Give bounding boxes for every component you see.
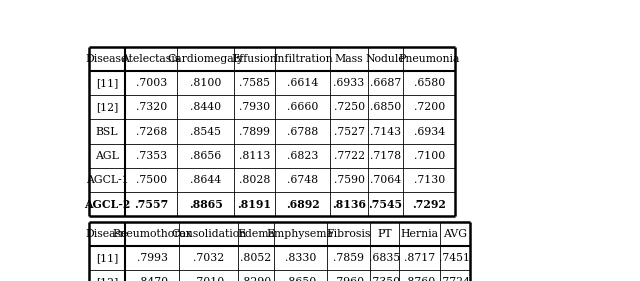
Text: Hernia: Hernia [400, 229, 438, 239]
Text: PT: PT [377, 229, 392, 239]
Text: .7200: .7200 [414, 102, 445, 112]
Text: .7100: .7100 [414, 151, 445, 161]
Text: .7250: .7250 [333, 102, 365, 112]
Text: .8656: .8656 [190, 151, 221, 161]
Text: .7557: .7557 [134, 199, 168, 210]
Text: Pneumonia: Pneumonia [399, 54, 460, 64]
Text: [11]: [11] [96, 78, 118, 88]
Text: .6660: .6660 [287, 102, 318, 112]
Text: Disease: Disease [86, 54, 128, 64]
Text: .7859: .7859 [333, 253, 364, 263]
Text: .8717: .8717 [404, 253, 435, 263]
Text: Disease: Disease [86, 229, 128, 239]
Text: .6850: .6850 [370, 102, 401, 112]
Text: .7003: .7003 [136, 78, 167, 88]
Text: .6788: .6788 [287, 126, 318, 137]
Text: Pneumothorax: Pneumothorax [112, 229, 192, 239]
Text: .7960: .7960 [333, 277, 364, 281]
Text: .6934: .6934 [414, 126, 445, 137]
Text: [11]: [11] [96, 253, 118, 263]
Text: .8028: .8028 [239, 175, 270, 185]
Text: .6614: .6614 [287, 78, 318, 88]
Text: .7527: .7527 [333, 126, 365, 137]
Text: [12]: [12] [96, 102, 118, 112]
Text: Edema: Edema [237, 229, 275, 239]
Text: .8100: .8100 [190, 78, 221, 88]
Text: .7724: .7724 [440, 277, 470, 281]
Text: .8290: .8290 [241, 277, 272, 281]
Text: .7899: .7899 [239, 126, 270, 137]
Text: .8650: .8650 [285, 277, 316, 281]
Text: AGCL-2: AGCL-2 [84, 199, 130, 210]
Text: AVG: AVG [443, 229, 467, 239]
Text: .6835: .6835 [369, 253, 400, 263]
Text: .7585: .7585 [239, 78, 270, 88]
Text: .8191: .8191 [237, 199, 271, 210]
Text: .8440: .8440 [190, 102, 221, 112]
Text: .7320: .7320 [136, 102, 167, 112]
Text: .7500: .7500 [136, 175, 167, 185]
Text: .7178: .7178 [370, 151, 401, 161]
Text: .8113: .8113 [239, 151, 270, 161]
Text: .8330: .8330 [285, 253, 316, 263]
Text: .6748: .6748 [287, 175, 318, 185]
Text: .7451: .7451 [440, 253, 470, 263]
Text: .8052: .8052 [241, 253, 272, 263]
Text: .7722: .7722 [333, 151, 365, 161]
Text: .7545: .7545 [369, 199, 403, 210]
Text: .7268: .7268 [136, 126, 167, 137]
Text: .7064: .7064 [370, 175, 401, 185]
Text: BSL: BSL [96, 126, 118, 137]
Text: AGL: AGL [95, 151, 119, 161]
Text: .6580: .6580 [414, 78, 445, 88]
Text: .7143: .7143 [370, 126, 401, 137]
Text: .6823: .6823 [287, 151, 318, 161]
Text: Effusion: Effusion [232, 54, 278, 64]
Text: Consolidation: Consolidation [171, 229, 246, 239]
Text: .7130: .7130 [414, 175, 445, 185]
Text: .7350: .7350 [369, 277, 400, 281]
Text: .8760: .8760 [404, 277, 435, 281]
Text: [12]: [12] [96, 277, 118, 281]
Text: Fibrosis: Fibrosis [326, 229, 371, 239]
Text: Infiltration: Infiltration [273, 54, 333, 64]
Text: .6687: .6687 [370, 78, 401, 88]
Text: .6933: .6933 [333, 78, 365, 88]
Text: .7353: .7353 [136, 151, 167, 161]
Text: AGCL-1: AGCL-1 [86, 175, 129, 185]
Text: .7032: .7032 [193, 253, 225, 263]
Text: .7993: .7993 [137, 253, 168, 263]
Text: .6892: .6892 [286, 199, 319, 210]
Text: Mass: Mass [335, 54, 364, 64]
Text: .8470: .8470 [136, 277, 168, 281]
Text: .8136: .8136 [332, 199, 366, 210]
Text: .7292: .7292 [413, 199, 446, 210]
Text: .7590: .7590 [333, 175, 365, 185]
Text: Cardiomegaly: Cardiomegaly [168, 54, 244, 64]
Text: Emphysema: Emphysema [267, 229, 333, 239]
Text: .7930: .7930 [239, 102, 270, 112]
Text: Nodule: Nodule [365, 54, 405, 64]
Text: .8644: .8644 [190, 175, 221, 185]
Text: .8865: .8865 [189, 199, 223, 210]
Text: .8545: .8545 [190, 126, 221, 137]
Text: .7010: .7010 [193, 277, 225, 281]
Text: Atelectasis: Atelectasis [122, 54, 181, 64]
